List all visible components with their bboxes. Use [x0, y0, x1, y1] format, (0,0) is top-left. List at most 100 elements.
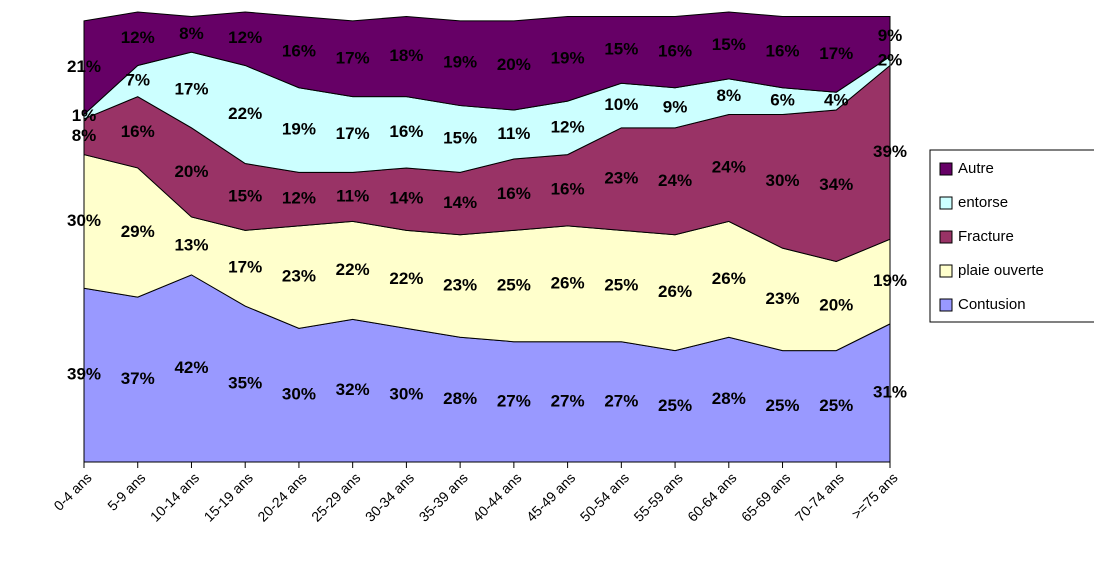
x-tick-label: 45-49 ans — [523, 469, 578, 524]
x-tick-label: 5-9 ans — [104, 469, 148, 513]
data-label: 15% — [712, 35, 746, 54]
legend-label: Fracture — [958, 228, 1014, 245]
data-label: 12% — [121, 28, 155, 47]
data-label: 14% — [443, 193, 477, 212]
data-label: 4% — [824, 91, 849, 110]
legend-marker — [939, 264, 953, 278]
data-label: 11% — [497, 124, 530, 143]
data-label: 25% — [497, 275, 531, 294]
x-tick-label: 55-59 ans — [630, 469, 685, 524]
data-label: 23% — [443, 275, 477, 294]
data-label: 19% — [443, 53, 477, 72]
data-label: 30% — [282, 385, 316, 404]
data-label: 31% — [873, 382, 907, 401]
data-label: 16% — [766, 42, 800, 61]
data-label: 26% — [712, 269, 746, 288]
legend-label: Autre — [958, 160, 994, 177]
data-label: 34% — [819, 175, 853, 194]
data-label: 29% — [121, 222, 155, 241]
x-tick-label: 70-74 ans — [792, 469, 847, 524]
data-label: 15% — [604, 39, 638, 58]
data-label: 35% — [228, 374, 262, 393]
x-tick-label: 25-29 ans — [308, 469, 363, 524]
data-label: 24% — [658, 171, 692, 190]
data-label: 39% — [67, 365, 101, 384]
data-label: 25% — [819, 396, 853, 415]
data-label: 17% — [228, 258, 262, 277]
legend-marker — [939, 196, 953, 210]
data-label: 37% — [121, 369, 155, 388]
data-label: 19% — [873, 271, 907, 290]
data-label: 25% — [658, 396, 692, 415]
data-label: 16% — [551, 180, 585, 199]
data-label: 25% — [604, 275, 638, 294]
data-label: 10% — [604, 95, 638, 114]
data-label: 16% — [121, 122, 155, 141]
x-tick-label: 50-54 ans — [577, 469, 632, 524]
data-label: 32% — [336, 380, 370, 399]
data-label: 2% — [878, 50, 903, 69]
data-label: 27% — [551, 391, 585, 410]
data-label: 30% — [766, 171, 800, 190]
x-tick-label: 20-24 ans — [254, 469, 309, 524]
data-label: 30% — [67, 211, 101, 230]
data-label: 13% — [174, 235, 208, 254]
data-label: 17% — [336, 48, 370, 67]
data-label: 12% — [228, 28, 262, 47]
data-label: 26% — [658, 282, 692, 301]
data-label: 12% — [282, 189, 316, 208]
x-tick-label: 60-64 ans — [684, 469, 739, 524]
data-label: 17% — [174, 79, 208, 98]
data-label: 20% — [497, 55, 531, 74]
data-label: 26% — [551, 273, 585, 292]
data-label: 15% — [228, 186, 262, 205]
data-label: 28% — [443, 389, 477, 408]
legend-label: plaie ouverte — [958, 262, 1044, 279]
data-label: 27% — [604, 391, 638, 410]
legend-box — [929, 149, 1094, 323]
data-label: 1% — [72, 106, 97, 125]
data-label: 16% — [658, 42, 692, 61]
data-label: 23% — [766, 289, 800, 308]
data-label: 17% — [819, 44, 853, 63]
data-label: 16% — [282, 42, 316, 61]
data-label: 17% — [336, 124, 370, 143]
x-tick-label: 0-4 ans — [50, 469, 94, 513]
legend-marker — [939, 162, 953, 176]
data-label: 11% — [336, 186, 369, 205]
data-label: 30% — [389, 385, 423, 404]
area — [83, 11, 891, 116]
data-label: 42% — [174, 358, 208, 377]
legend-label: entorse — [958, 194, 1008, 211]
data-label: 24% — [712, 157, 746, 176]
data-label: 21% — [67, 57, 101, 76]
data-label: 8% — [72, 126, 97, 145]
data-label: 9% — [878, 26, 903, 45]
data-label: 19% — [551, 48, 585, 67]
data-label: 6% — [770, 91, 795, 110]
data-label: 22% — [336, 260, 370, 279]
data-label: 9% — [663, 97, 688, 116]
data-label: 8% — [717, 86, 742, 105]
data-label: 25% — [766, 396, 800, 415]
x-tick-label: >=75 ans — [848, 469, 901, 522]
data-label: 8% — [179, 24, 204, 43]
data-label: 23% — [282, 267, 316, 286]
data-label: 39% — [873, 142, 907, 161]
x-tick-label: 35-39 ans — [416, 469, 471, 524]
legend-label: Contusion — [958, 296, 1026, 313]
x-tick-label: 30-34 ans — [362, 469, 417, 524]
data-label: 15% — [443, 128, 477, 147]
data-label: 27% — [497, 391, 531, 410]
x-tick-label: 40-44 ans — [469, 469, 524, 524]
data-label: 28% — [712, 389, 746, 408]
data-label: 19% — [282, 120, 316, 139]
data-label: 18% — [389, 46, 423, 65]
data-label: 20% — [819, 296, 853, 315]
x-tick-label: 65-69 ans — [738, 469, 793, 524]
data-label: 22% — [228, 104, 262, 123]
data-label: 16% — [389, 122, 423, 141]
data-label: 16% — [497, 184, 531, 203]
legend-marker — [939, 298, 953, 312]
